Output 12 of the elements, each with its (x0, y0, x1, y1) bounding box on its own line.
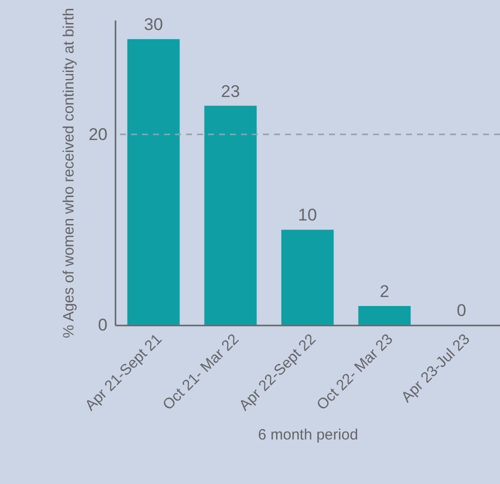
bar (281, 230, 334, 325)
y-axis-title: % Ages of women who received continuity at birth (60, 8, 78, 338)
data-label: 30 (144, 15, 163, 34)
data-label: 0 (456, 301, 466, 320)
data-label: 2 (380, 282, 390, 301)
x-axis-title: 6 month period (258, 426, 358, 444)
data-label: 23 (221, 82, 240, 101)
bar (204, 106, 257, 325)
bar (358, 306, 411, 325)
y-tick-label: 20 (88, 124, 108, 144)
bar (127, 39, 180, 325)
data-label: 10 (298, 206, 317, 225)
